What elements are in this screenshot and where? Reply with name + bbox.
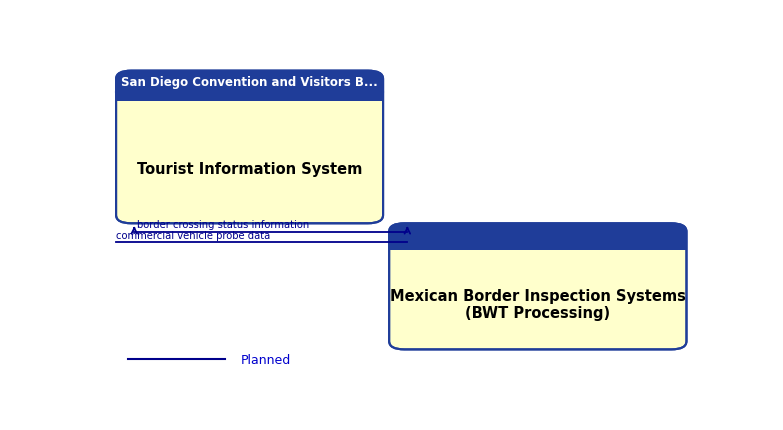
FancyBboxPatch shape — [116, 71, 383, 224]
Bar — [116, 93, 383, 101]
Bar — [389, 242, 687, 250]
Text: San Diego Convention and Visitors B...: San Diego Convention and Visitors B... — [121, 76, 378, 89]
Text: Planned: Planned — [240, 353, 290, 366]
Text: Tourist Information System: Tourist Information System — [137, 161, 363, 176]
Text: commercial vehicle probe data: commercial vehicle probe data — [116, 230, 270, 240]
Text: border crossing status information: border crossing status information — [137, 219, 309, 229]
FancyBboxPatch shape — [389, 224, 687, 350]
FancyBboxPatch shape — [389, 224, 687, 250]
FancyBboxPatch shape — [116, 71, 383, 101]
Text: Mexican Border Inspection Systems
(BWT Processing): Mexican Border Inspection Systems (BWT P… — [390, 288, 686, 320]
